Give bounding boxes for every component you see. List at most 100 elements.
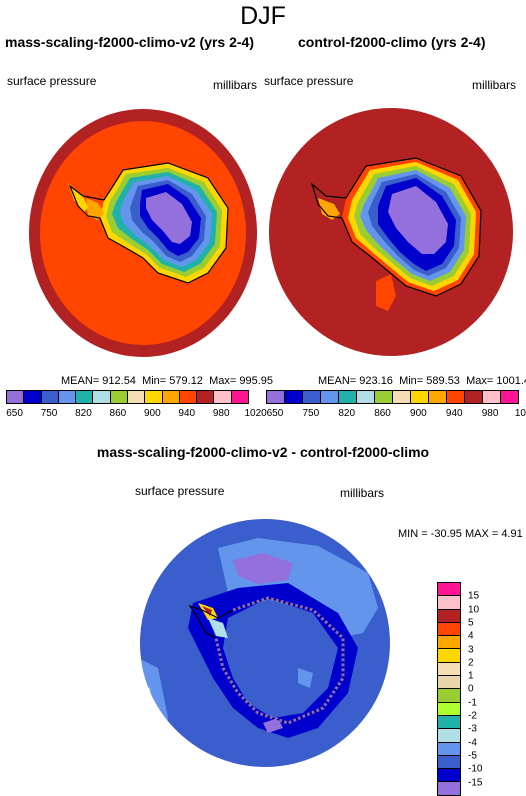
colorbar-swatch [438, 715, 460, 730]
panel1-max: 995.95 [239, 375, 273, 387]
colorbar-swatch [438, 596, 460, 610]
panel2-mean: 923.16 [359, 375, 393, 387]
colorbar-swatch [438, 769, 460, 783]
diff-minmax: MIN = -30.95 MAX = 4.91 [398, 528, 523, 540]
colorbar-swatch [438, 676, 460, 690]
colorbar-label: -3 [468, 723, 477, 735]
colorbar-swatch [438, 622, 460, 637]
colorbar-label: -5 [468, 750, 477, 762]
colorbar-swatch [110, 391, 128, 403]
diff-fields [140, 538, 378, 767]
panel1-min-label: Min= [142, 375, 167, 387]
colorbar-swatch [447, 391, 465, 403]
colorbar-swatch [339, 391, 357, 403]
diff-coast-band [214, 596, 345, 725]
colorbar-label: 900 [410, 408, 427, 419]
colorbar-swatch [438, 702, 460, 716]
diff-map [140, 519, 390, 767]
colorbar-swatch [93, 391, 111, 403]
panel1-continent [68, 163, 228, 283]
colorbar-swatch [24, 391, 42, 403]
colorbar-label: 820 [338, 408, 356, 419]
panel1-coastline [68, 162, 229, 284]
panel2-min-label: Min= [399, 375, 424, 387]
panel2-mean-label: MEAN= [318, 375, 357, 387]
panel1-units: millibars [213, 78, 258, 92]
colorbar-swatch [214, 391, 232, 403]
panel2-colorbar [266, 390, 519, 404]
colorbar-label: -1 [468, 697, 477, 709]
colorbar-label: 15 [468, 590, 480, 602]
panel2-max: 1001.47 [496, 375, 526, 387]
colorbar-swatch [438, 755, 460, 770]
diff-variable: surface pressure [135, 484, 225, 498]
colorbar-label: 860 [374, 408, 391, 419]
panel1-colorbar [6, 390, 249, 404]
diff-title: mass-scaling-f2000-climo-v2 - control-f2… [96, 444, 430, 460]
panel1-mean: 912.54 [102, 375, 136, 387]
panel1-map [29, 109, 257, 357]
panel2-continent [318, 158, 481, 311]
colorbar-label: 0 [468, 683, 474, 695]
diff-units: millibars [340, 486, 385, 500]
colorbar-label: 860 [109, 408, 127, 419]
colorbar-label: 980 [481, 408, 499, 419]
colorbar-label: 4 [468, 630, 474, 642]
colorbar-swatch [357, 391, 375, 403]
colorbar-label: 820 [75, 408, 92, 419]
colorbar-swatch [438, 729, 460, 743]
panel1-title: mass-scaling-f2000-climo-v2 (yrs 2-4) [5, 34, 254, 50]
panel2-max-label: Max= [466, 375, 494, 387]
panel1-stats: MEAN= 912.54 Min= 579.12 Max= 995.95 [61, 375, 273, 387]
colorbar-swatch [438, 583, 460, 597]
colorbar-swatch [411, 391, 429, 403]
colorbar-swatch [303, 391, 321, 403]
colorbar-swatch [41, 391, 59, 403]
colorbar-swatch [438, 689, 460, 703]
panel1-mean-label: MEAN= [61, 375, 100, 387]
colorbar-swatch [179, 391, 198, 403]
colorbar-label: -10 [468, 763, 483, 775]
colorbar-swatch [438, 636, 460, 650]
colorbar-swatch [321, 391, 339, 403]
panel1-min: 579.12 [169, 375, 203, 387]
panel2-coastline [310, 157, 482, 297]
colorbar-label: 10 [468, 604, 480, 616]
panel2-units: millibars [472, 78, 517, 92]
panel1-variable: surface pressure [7, 74, 97, 88]
colorbar-label: 900 [143, 408, 161, 419]
colorbar-swatch [438, 649, 460, 663]
colorbar-swatch [7, 391, 25, 403]
colorbar-swatch [465, 391, 483, 403]
colorbar-label: 650 [6, 408, 23, 419]
panel2-stats: MEAN= 923.16 Min= 589.53 Max= 1001.47 [318, 375, 526, 387]
colorbar-label: 3 [468, 644, 474, 655]
colorbar-swatch [267, 391, 285, 403]
colorbar-swatch [438, 609, 460, 623]
colorbar-swatch [231, 391, 248, 403]
colorbar-label: 940 [178, 408, 196, 419]
panel2-min: 589.53 [426, 375, 460, 387]
colorbar-label: 650 [266, 408, 284, 419]
colorbar-label: 940 [445, 408, 463, 419]
colorbar-swatch [393, 391, 411, 403]
colorbar-swatch [483, 391, 501, 403]
colorbar-swatch [76, 391, 94, 403]
panel2-map [269, 108, 513, 356]
colorbar-swatch [501, 391, 518, 403]
colorbar-label: 1020 [514, 408, 526, 419]
panel2-title: control-f2000-climo (yrs 2-4) [298, 34, 486, 50]
panel2-colorbar-labels: 650 750 820 860 900 940 980 1020 [266, 408, 526, 420]
panel2-variable: surface pressure [264, 74, 354, 88]
colorbar-label: -4 [468, 737, 477, 749]
colorbar-label: 5 [468, 617, 474, 629]
colorbar-label: 2 [468, 657, 474, 669]
colorbar-swatch [127, 391, 146, 403]
colorbar-swatch [438, 662, 460, 677]
colorbar-label: 1020 [244, 408, 267, 419]
colorbar-swatch [162, 391, 180, 403]
colorbar-label: 750 [40, 408, 58, 419]
colorbar-swatch [285, 391, 303, 403]
page-title: DJF [240, 2, 286, 30]
colorbar-swatch [438, 782, 460, 795]
